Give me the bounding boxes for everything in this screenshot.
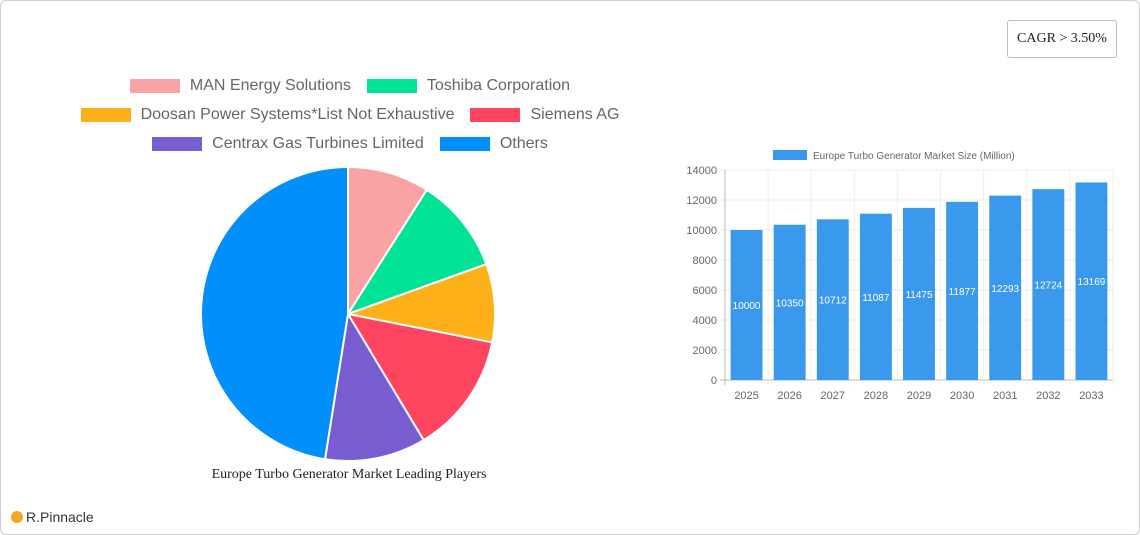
legend-item-doosan[interactable]: Doosan Power Systems*List Not Exhaustive bbox=[80, 106, 454, 124]
pie-slice-man-energy-solutions[interactable] bbox=[347, 165, 429, 318]
pie-slice-toshiba-corporation[interactable] bbox=[345, 188, 488, 316]
bar-2025[interactable] bbox=[730, 230, 763, 380]
pie-legend-row-1: MAN Energy Solutions Toshiba Corporation bbox=[0, 77, 700, 95]
legend-swatch bbox=[152, 137, 203, 151]
bar-legend-label[interactable]: Europe Turbo Generator Market Size (Mill… bbox=[813, 151, 1015, 162]
bar-value-label: 12293 bbox=[991, 284, 1019, 295]
legend-item-toshiba[interactable]: Toshiba Corporation bbox=[366, 77, 570, 95]
x-tick-label: 2029 bbox=[907, 390, 931, 402]
bar-value-label: 10712 bbox=[819, 296, 847, 307]
bar-2029[interactable] bbox=[903, 207, 935, 380]
x-tick-label: 2028 bbox=[864, 390, 888, 402]
bar-2033[interactable] bbox=[1075, 182, 1108, 380]
legend-swatch bbox=[366, 79, 417, 93]
bar-value-label: 10350 bbox=[776, 298, 804, 309]
y-tick-label: 12000 bbox=[686, 195, 717, 207]
legend-swatch bbox=[80, 108, 131, 122]
bar-2032[interactable] bbox=[1032, 189, 1065, 380]
y-tick-label: 6000 bbox=[693, 285, 717, 297]
bar-value-label: 11877 bbox=[949, 287, 977, 298]
pie-legend-row-3: Centrax Gas Turbines Limited Others bbox=[0, 135, 700, 153]
x-tick-label: 2033 bbox=[1079, 390, 1103, 402]
pie-legend-row-2: Doosan Power Systems*List Not Exhaustive… bbox=[0, 106, 700, 124]
legend-swatch bbox=[129, 79, 180, 93]
pie-slice-siemens-ag[interactable] bbox=[345, 312, 494, 442]
cagr-badge: CAGR > 3.50% bbox=[1007, 20, 1117, 58]
y-tick-label: 0 bbox=[711, 375, 717, 387]
x-tick-label: 2026 bbox=[777, 390, 801, 402]
logo-icon bbox=[11, 511, 23, 523]
x-tick-label: 2027 bbox=[821, 390, 845, 402]
bar-value-label: 11087 bbox=[862, 293, 890, 304]
bar-2027[interactable] bbox=[816, 219, 849, 380]
legend-swatch bbox=[439, 137, 490, 151]
bar-2030[interactable] bbox=[946, 201, 979, 380]
pie-title: Europe Turbo Generator Market Leading Pl… bbox=[211, 467, 487, 482]
legend-item-centrax[interactable]: Centrax Gas Turbines Limited bbox=[152, 135, 424, 153]
y-tick-label: 4000 bbox=[693, 315, 717, 327]
y-tick-label: 10000 bbox=[686, 225, 717, 237]
bar-value-label: 11475 bbox=[905, 290, 933, 301]
legend-item-siemens[interactable]: Siemens AG bbox=[470, 106, 619, 124]
legend-swatch bbox=[470, 108, 521, 122]
pie-slice-centrax-gas-turbines-limited[interactable] bbox=[323, 311, 425, 462]
y-tick-label: 14000 bbox=[686, 165, 717, 177]
legend-item-others[interactable]: Others bbox=[439, 135, 548, 153]
x-tick-label: 2031 bbox=[993, 390, 1017, 402]
brand-logo: R.Pinnacle bbox=[11, 509, 94, 525]
bar-2031[interactable] bbox=[989, 195, 1022, 380]
bar-2028[interactable] bbox=[859, 213, 892, 380]
x-tick-label: 2032 bbox=[1036, 390, 1060, 402]
y-tick-label: 2000 bbox=[693, 345, 717, 357]
x-tick-label: 2025 bbox=[734, 390, 758, 402]
bar-value-label: 10000 bbox=[733, 301, 761, 312]
pie-chart bbox=[200, 165, 496, 462]
bar-value-label: 13169 bbox=[1078, 277, 1106, 288]
legend-item-man[interactable]: MAN Energy Solutions bbox=[129, 77, 351, 95]
x-tick-label: 2030 bbox=[950, 390, 974, 402]
y-tick-label: 8000 bbox=[693, 255, 717, 267]
bar-legend-swatch bbox=[773, 150, 807, 160]
bar-2026[interactable] bbox=[773, 224, 806, 380]
bar-chart: Europe Turbo Generator Market Size (Mill… bbox=[686, 150, 1114, 402]
pie-slice-others[interactable] bbox=[200, 165, 349, 461]
bar-value-label: 12724 bbox=[1034, 281, 1062, 292]
